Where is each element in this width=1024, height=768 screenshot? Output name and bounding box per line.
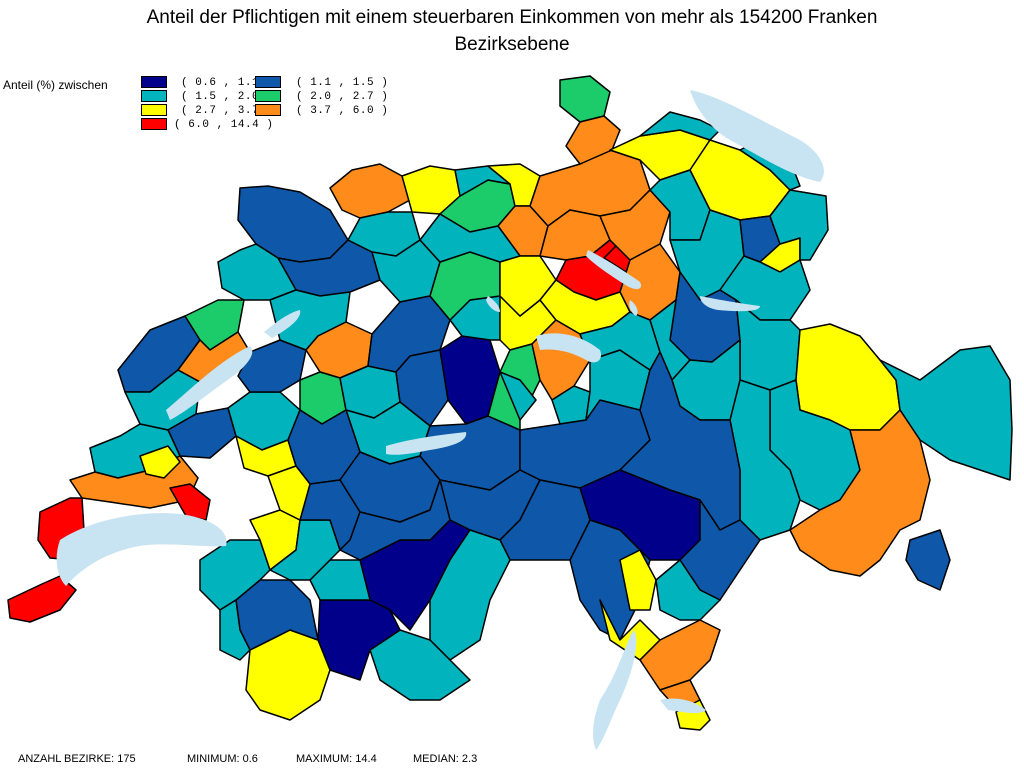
district-region — [905, 529, 951, 591]
legend-range-3: ( 1.5 , 2.0 ) — [181, 91, 274, 103]
lake-maggiore — [593, 630, 637, 750]
district-region — [419, 213, 521, 263]
lake-sempach — [486, 296, 500, 312]
lake-walensee — [700, 296, 760, 312]
stat-count: ANZAHL BEZIRKE: 175 — [18, 753, 136, 765]
legend-swatch-5 — [141, 104, 167, 116]
legend-swatch-2 — [255, 76, 281, 88]
lake-lucerne — [536, 333, 602, 363]
map-title: Anteil der Pflichtigen mit einem steuerb… — [146, 7, 878, 28]
district-region — [499, 479, 591, 561]
district-region — [339, 479, 451, 561]
district-region — [559, 75, 611, 123]
legend-swatch-1 — [141, 76, 167, 88]
legend-range-6: ( 3.7 , 6.0 ) — [296, 105, 389, 117]
legend-swatch-3 — [141, 90, 167, 102]
district-region — [199, 539, 271, 611]
district-region — [369, 629, 471, 701]
district-region — [599, 189, 671, 261]
district-region — [329, 163, 411, 219]
stat-maximum: MAXIMUM: 14.4 — [296, 753, 377, 765]
district-region — [7, 575, 77, 623]
legend-swatch-7 — [141, 118, 167, 130]
legend-range-5: ( 2.7 , 3.7 ) — [181, 105, 274, 117]
district-region — [499, 371, 537, 421]
district-region — [499, 255, 557, 317]
district-region — [267, 465, 311, 521]
legend-range-1: ( 0.6 , 1.1 ) — [181, 77, 274, 89]
lake-constance — [690, 90, 824, 182]
district-region — [679, 499, 761, 601]
legend-swatch-6 — [255, 104, 281, 116]
district-region — [219, 599, 251, 661]
map-subtitle: Bezirksebene — [454, 34, 570, 55]
district-region — [169, 483, 211, 521]
legend-swatch-4 — [255, 90, 281, 102]
lake-sihl — [629, 300, 638, 316]
lake-biel — [264, 310, 301, 338]
lake-geneva — [56, 513, 227, 586]
district-region — [139, 445, 181, 479]
lake-lugano — [660, 698, 706, 714]
lake-zurich — [586, 250, 642, 290]
district-region — [639, 619, 721, 691]
district-region — [655, 559, 721, 621]
lake-thun — [386, 432, 467, 455]
legend-range-2: ( 1.1 , 1.5 ) — [296, 77, 389, 89]
stat-median: MEDIAN: 2.3 — [413, 753, 478, 765]
legend-label: Anteil (%) zwischen — [3, 78, 108, 92]
legend-range-4: ( 2.0 , 2.7 ) — [296, 91, 389, 103]
lake-neuchatel — [166, 346, 253, 420]
district-region — [789, 409, 931, 577]
district-region — [619, 549, 657, 611]
stat-minimum: MINIMUM: 0.6 — [187, 753, 258, 765]
legend-range-7: ( 6.0 , 14.4 ) — [174, 119, 274, 131]
